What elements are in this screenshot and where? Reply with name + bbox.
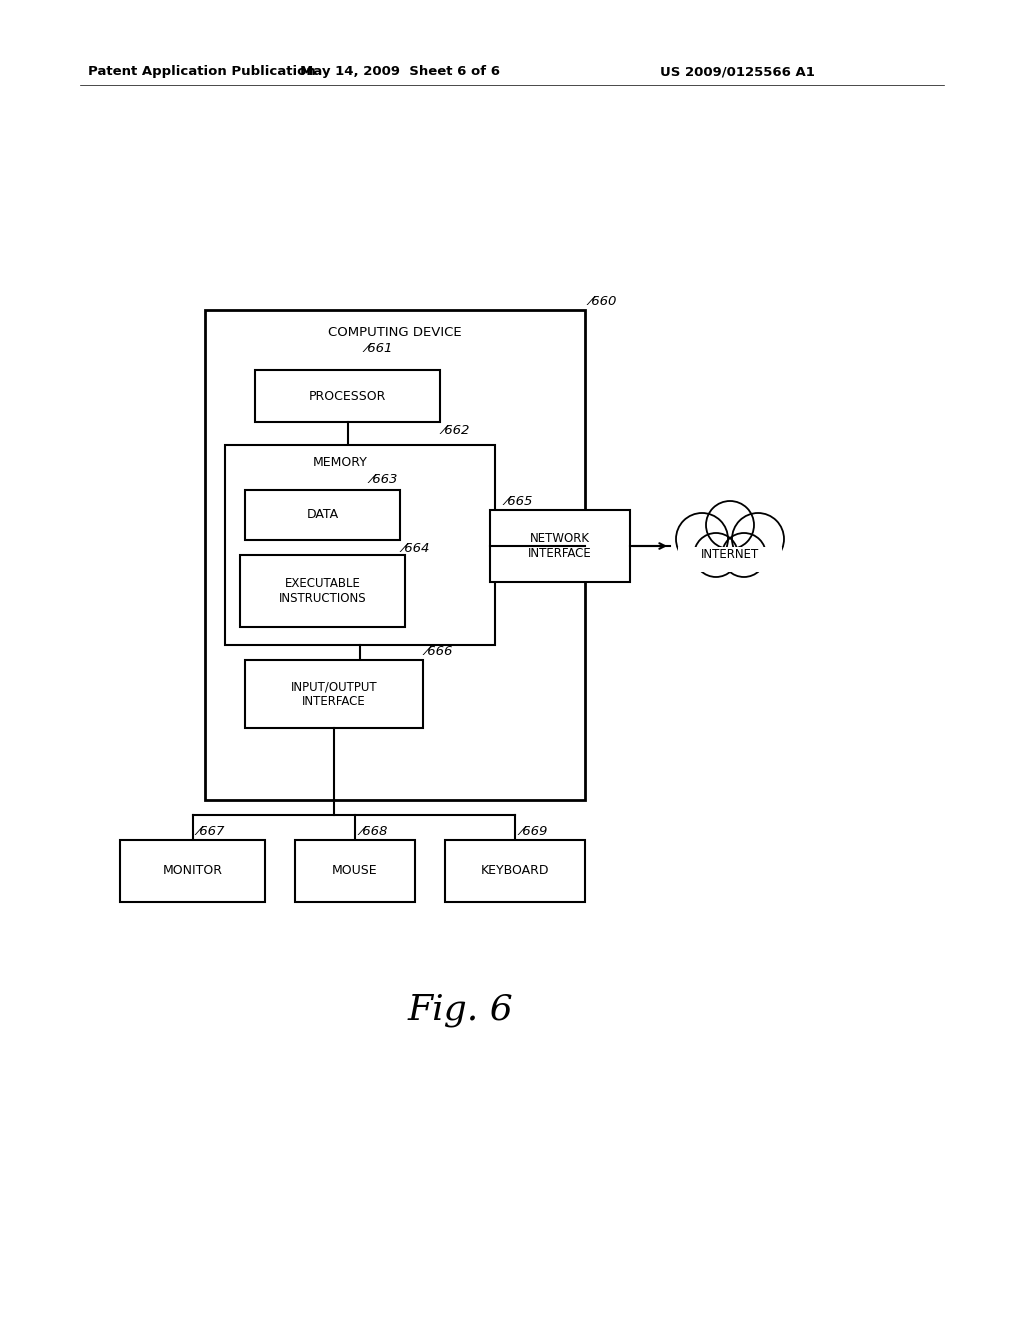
Text: ⁄661: ⁄661	[365, 342, 392, 355]
Polygon shape	[678, 543, 782, 568]
Circle shape	[706, 502, 754, 549]
Bar	[245, 660, 423, 729]
Text: ⁄668: ⁄668	[360, 825, 387, 838]
Text: Fig. 6: Fig. 6	[408, 993, 513, 1027]
Bar	[445, 840, 585, 902]
Text: MONITOR: MONITOR	[163, 865, 222, 878]
Circle shape	[694, 533, 738, 577]
Bar	[240, 554, 406, 627]
Bar	[120, 840, 265, 902]
Text: ⁄663: ⁄663	[370, 473, 397, 486]
Text: ⁄664: ⁄664	[402, 543, 429, 554]
Text: EXECUTABLE
INSTRUCTIONS: EXECUTABLE INSTRUCTIONS	[279, 577, 367, 605]
Text: MOUSE: MOUSE	[332, 865, 378, 878]
Text: MEMORY: MEMORY	[312, 457, 368, 470]
Text: May 14, 2009  Sheet 6 of 6: May 14, 2009 Sheet 6 of 6	[300, 66, 500, 78]
Text: Patent Application Publication: Patent Application Publication	[88, 66, 315, 78]
Bar	[225, 445, 495, 645]
Circle shape	[732, 513, 784, 565]
Text: INTERNET: INTERNET	[700, 549, 759, 561]
Text: ⁄662: ⁄662	[442, 424, 469, 437]
Text: US 2009/0125566 A1: US 2009/0125566 A1	[660, 66, 815, 78]
Circle shape	[722, 533, 766, 577]
Text: ⁄667: ⁄667	[198, 825, 225, 838]
Bar	[678, 546, 782, 572]
Bar	[245, 490, 400, 540]
Text: NETWORK
INTERFACE: NETWORK INTERFACE	[528, 532, 592, 560]
Text: ⁄669: ⁄669	[520, 825, 548, 838]
Bar	[255, 370, 440, 422]
Text: ⁄666: ⁄666	[425, 645, 453, 657]
Text: ⁄660: ⁄660	[589, 294, 616, 308]
Circle shape	[676, 513, 728, 565]
Bar	[205, 310, 585, 800]
Text: PROCESSOR: PROCESSOR	[309, 389, 386, 403]
Text: COMPUTING DEVICE: COMPUTING DEVICE	[328, 326, 462, 338]
Bar	[295, 840, 415, 902]
Bar	[490, 510, 630, 582]
Text: KEYBOARD: KEYBOARD	[480, 865, 549, 878]
Text: DATA: DATA	[306, 508, 339, 521]
Text: INPUT/OUTPUT
INTERFACE: INPUT/OUTPUT INTERFACE	[291, 680, 377, 708]
Text: ⁄665: ⁄665	[505, 495, 532, 508]
